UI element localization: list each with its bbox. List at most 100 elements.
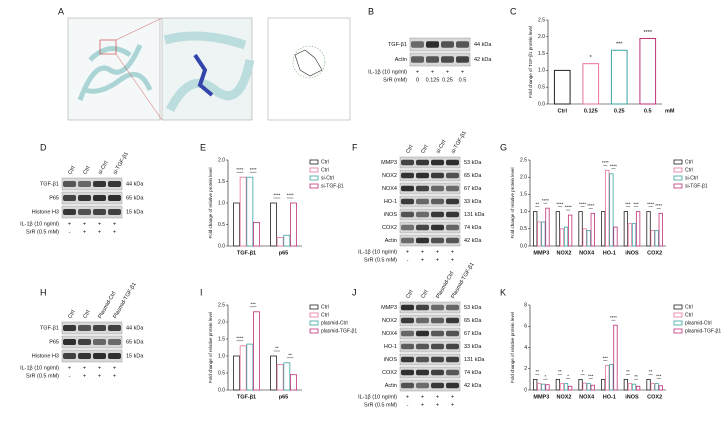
protein-size: 74 kDa [464,225,482,231]
bar [627,383,633,391]
protein-size: 42 kDa [464,383,482,389]
protein-size: 33 kDa [464,344,482,350]
bar [582,382,587,391]
bar [253,311,260,391]
blot-band [416,185,429,192]
protein-size: 15 kDa [126,353,144,359]
protein-name: COX2 [382,370,397,376]
significance: * [582,369,584,374]
x-tick-label: NOX4 [579,250,595,256]
blot-band [401,224,414,231]
lane-label: Ctrl [405,289,414,299]
blot-band [441,56,454,63]
blot-band [63,325,76,331]
protein-ribbon [163,31,255,113]
unit-label: mM [665,108,675,114]
panel-a-images [67,17,351,121]
blot-membrane [61,177,123,191]
blot-membrane [61,321,123,335]
blot-band [446,330,459,337]
blot-membrane [61,335,123,349]
blot-band [431,185,444,192]
blot-band [431,382,444,389]
significance: ** [535,201,539,206]
bar [239,345,247,391]
bar [623,211,629,247]
legend-label: Ctrl [685,159,693,165]
treatment-sign: + [113,365,116,371]
protein-size: 44 kDa [474,42,492,48]
treatment-name: IL-1β (10 ng/ml) [20,221,59,227]
lane-label: Ctrl [67,165,76,175]
significance: ** [288,352,292,357]
y-tick-label: 6 [524,324,527,330]
significance: **** [565,205,572,210]
blot-band [431,304,444,311]
blot-band [93,181,106,187]
panel-label: J [352,287,357,297]
protein-name: NOX2 [382,173,397,179]
protein-size: 65 kDa [464,173,482,179]
blot-band [416,304,429,311]
x-tick-label: Ctrl [558,108,568,114]
legend-swatch [309,159,319,165]
protein-name: NOX4 [382,331,397,337]
lane-label: Plasmid-TGF-β1 [450,262,475,300]
bar [605,365,610,391]
bar [233,355,240,391]
treatment-sign: + [461,69,464,75]
bar [559,383,565,391]
significance: *** [625,201,631,206]
legend-label: Ctrl [321,167,329,173]
blot-band [411,41,424,48]
treatment-sign: + [436,394,439,400]
treatment-name: IL-1β (10 ng/ml) [20,365,59,371]
treatment-sign: - [69,229,71,235]
blot-band [93,353,106,359]
bar [590,384,595,391]
protein-size: 65 kDa [126,195,144,201]
protein-size: 67 kDa [464,186,482,192]
y-axis-label: Fold change of relative protein level [510,167,515,238]
y-tick-label: 1.0 [218,353,225,359]
x-tick-label: NOX2 [557,394,572,400]
blot-band [401,237,414,244]
bar [590,212,595,247]
protein-name: TGF-β1 [40,325,59,331]
blot-membrane [399,340,461,353]
blot-band [401,198,414,205]
lane-label: si-Ctrl [97,160,109,175]
blot-band [401,382,414,389]
treatment-sign: + [83,365,86,371]
bar [276,364,284,391]
legend-swatch [673,183,683,189]
treatment-sign: + [113,221,116,227]
blot-membrane [399,353,461,366]
blot-membrane [399,327,461,340]
panel-label: G [500,142,507,152]
blot-band [416,211,429,218]
blot-membrane [399,379,461,392]
bar [646,378,651,391]
lane-label: Ctrl [420,144,429,154]
bar [567,385,573,391]
blot-band [401,172,414,179]
protein-name: MMP3 [381,160,397,166]
y-tick-label: 1.0 [520,209,527,215]
legend-label: Ctrl [321,304,329,310]
panel-label: D [40,142,47,152]
blot-band [456,41,469,48]
bar [283,362,291,391]
y-axis-label: Fold change of relative protein level [208,167,213,238]
treatment-sign: + [416,69,419,75]
bar [555,378,561,391]
bar [541,221,546,247]
blot-band [431,317,444,324]
ligand-structure [294,49,323,77]
legend-swatch [309,183,319,189]
significance: *** [603,355,609,360]
treatment-sign: - [407,402,409,408]
lane-label: Ctrl [405,144,414,154]
treatment-name: IL-1β (10 ng/ml) [368,69,407,75]
protein-name: TGF-β1 [388,42,407,48]
